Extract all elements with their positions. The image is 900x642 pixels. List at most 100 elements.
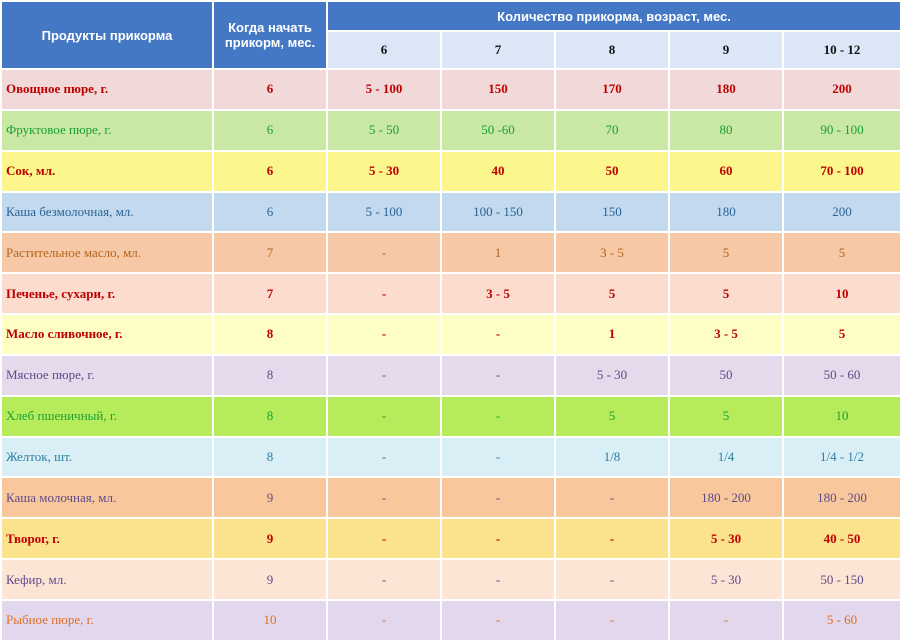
start-month: 7 — [214, 274, 326, 314]
start-month: 6 — [214, 70, 326, 109]
amount-cell: - — [556, 600, 668, 640]
product-name: Творог, г. — [2, 519, 212, 559]
product-name: Хлеб пшеничный, г. — [2, 396, 212, 436]
amount-cell: 90 - 100 — [784, 110, 900, 150]
amount-cell: 3 - 5 — [670, 315, 782, 354]
table-row: Рыбное пюре, г. 10- - - -5 - 60 — [2, 600, 900, 640]
amount-cell: 40 — [442, 151, 554, 191]
header-start: Когда начать прикорм, мес. — [214, 2, 326, 68]
amount-cell: 180 - 200 — [784, 478, 900, 518]
amount-cell: 50 — [670, 355, 782, 395]
amount-cell: - — [556, 478, 668, 518]
amount-cell: 50 — [556, 151, 668, 191]
product-name: Кефир, мл. — [2, 560, 212, 599]
amount-cell: 180 - 200 — [670, 478, 782, 518]
start-month: 9 — [214, 560, 326, 599]
amount-cell: 5 — [556, 396, 668, 436]
amount-cell: 60 — [670, 151, 782, 191]
amount-cell: 50 - 60 — [784, 355, 900, 395]
start-month: 8 — [214, 355, 326, 395]
table-row: Мясное пюре, г. 8- -5 - 30 50 50 - 60 — [2, 355, 900, 395]
start-month: 6 — [214, 151, 326, 191]
amount-cell: - — [442, 355, 554, 395]
start-month: 7 — [214, 233, 326, 273]
amount-cell: 70 — [556, 110, 668, 150]
amount-cell: 5 - 30 — [556, 355, 668, 395]
product-name: Каша молочная, мл. — [2, 478, 212, 518]
product-name: Овощное пюре, г. — [2, 70, 212, 109]
amount-cell: 180 — [670, 70, 782, 109]
amount-cell: - — [328, 437, 440, 477]
product-name: Мясное пюре, г. — [2, 355, 212, 395]
header-age: 6 — [328, 32, 440, 68]
amount-cell: 5 — [784, 315, 900, 354]
amount-cell: - — [328, 396, 440, 436]
start-month: 8 — [214, 315, 326, 354]
start-month: 9 — [214, 519, 326, 559]
header-age: 9 — [670, 32, 782, 68]
amount-cell: 5 — [670, 396, 782, 436]
amount-cell: 5 — [670, 274, 782, 314]
amount-cell: 1/4 - 1/2 — [784, 437, 900, 477]
amount-cell: 5 — [784, 233, 900, 273]
amount-cell: 1/8 — [556, 437, 668, 477]
amount-cell: - — [328, 600, 440, 640]
table-row: Каша безмолочная, мл. 6 5 - 100 100 - 150 15… — [2, 192, 900, 232]
amount-cell: - — [442, 315, 554, 354]
start-month: 8 — [214, 396, 326, 436]
amount-cell: 50 -60 — [442, 110, 554, 150]
amount-cell: 50 - 150 — [784, 560, 900, 599]
table-row: Каша молочная, мл. 9- - -180 - 200 180 - 200 — [2, 478, 900, 518]
header-age: 8 — [556, 32, 668, 68]
table-row: Творог, г. 9- - -5 - 30 40 - 50 — [2, 519, 900, 559]
amount-cell: 150 — [556, 192, 668, 232]
amount-cell: 10 — [784, 274, 900, 314]
amount-cell: - — [328, 233, 440, 273]
amount-cell: 150 — [442, 70, 554, 109]
product-name: Печенье, сухари, г. — [2, 274, 212, 314]
amount-cell: 5 — [670, 233, 782, 273]
header-row-2: 6 7 8 9 10 - 12 — [2, 32, 900, 68]
amount-cell: - — [442, 437, 554, 477]
amount-cell: 1 — [442, 233, 554, 273]
start-month: 8 — [214, 437, 326, 477]
amount-cell: 5 - 30 — [670, 560, 782, 599]
amount-cell: 5 - 30 — [328, 151, 440, 191]
amount-cell: 200 — [784, 70, 900, 109]
amount-cell: 1/4 — [670, 437, 782, 477]
amount-cell: - — [328, 478, 440, 518]
product-name: Сок, мл. — [2, 151, 212, 191]
amount-cell: 1 — [556, 315, 668, 354]
amount-cell: 80 — [670, 110, 782, 150]
amount-cell: 100 - 150 — [442, 192, 554, 232]
start-month: 10 — [214, 600, 326, 640]
amount-cell: 5 - 60 — [784, 600, 900, 640]
table-row: Хлеб пшеничный, г. 8- -5 5 10 — [2, 396, 900, 436]
amount-cell: - — [442, 560, 554, 599]
header-age: 7 — [442, 32, 554, 68]
header-age: 10 - 12 — [784, 32, 900, 68]
table-row: Овощное пюре, г. 6 5 - 100 150 170 180 200 — [2, 70, 900, 109]
amount-cell: 5 — [556, 274, 668, 314]
table-row: Сок, мл. 6 5 - 30 40 50 60 70 - 100 — [2, 151, 900, 191]
amount-cell: 180 — [670, 192, 782, 232]
table-row: Фруктовое пюре, г. 6 5 - 50 50 -60 70 80 90 - … — [2, 110, 900, 150]
amount-cell: - — [556, 560, 668, 599]
amount-cell: - — [328, 315, 440, 354]
amount-cell: - — [328, 274, 440, 314]
amount-cell: 3 - 5 — [442, 274, 554, 314]
product-name: Растительное масло, мл. — [2, 233, 212, 273]
product-name: Рыбное пюре, г. — [2, 600, 212, 640]
amount-cell: 3 - 5 — [556, 233, 668, 273]
header-row-1: Продукты прикорма Когда начать прикорм, … — [2, 2, 900, 68]
amount-cell: 5 - 50 — [328, 110, 440, 150]
amount-cell: - — [442, 478, 554, 518]
amount-cell: 170 — [556, 70, 668, 109]
amount-cell: 10 — [784, 396, 900, 436]
amount-cell: - — [556, 519, 668, 559]
header-amount: Количество прикорма, возраст, мес. — [328, 2, 900, 30]
start-month: 6 — [214, 192, 326, 232]
amount-cell: - — [328, 355, 440, 395]
